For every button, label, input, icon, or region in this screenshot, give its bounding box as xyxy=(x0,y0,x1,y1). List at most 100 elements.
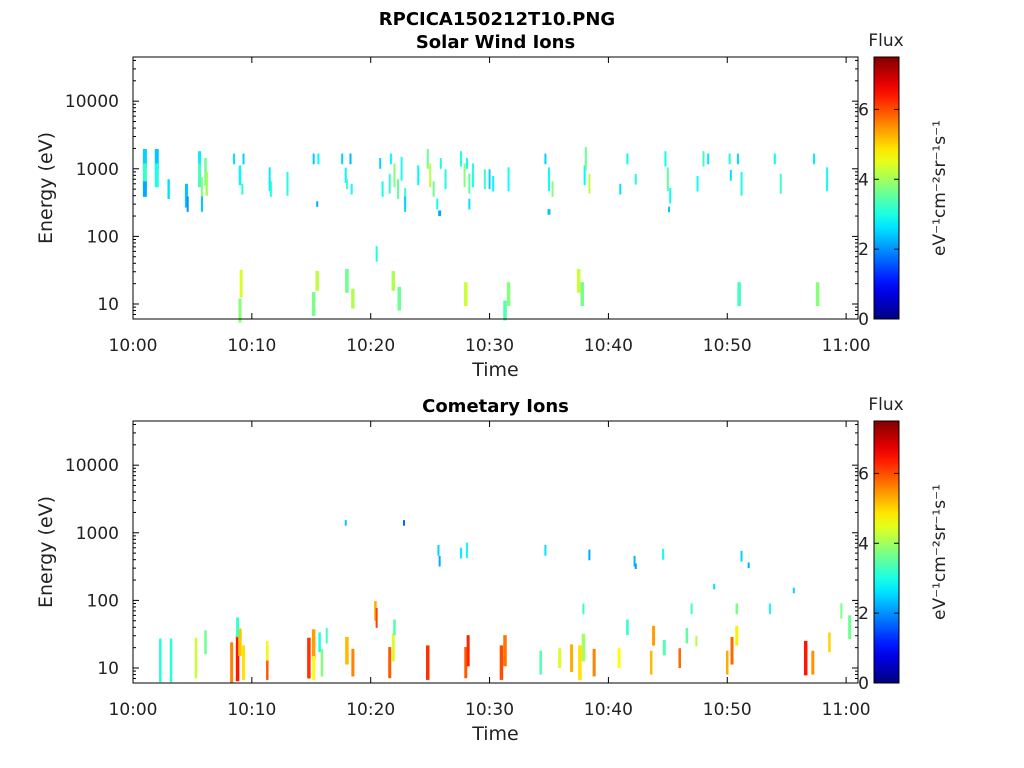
data-cell xyxy=(729,169,732,181)
colorbar-title: Flux xyxy=(868,31,903,51)
data-cell xyxy=(576,268,581,293)
data-cell xyxy=(707,153,710,165)
data-cell xyxy=(397,179,400,200)
data-cell xyxy=(200,196,203,212)
data-cell xyxy=(325,628,328,644)
data-cell xyxy=(268,167,271,192)
x-tick-label: 10:10 xyxy=(227,700,276,720)
data-cell xyxy=(204,630,207,655)
x-tick-label: 10:50 xyxy=(703,700,752,720)
data-cell xyxy=(483,169,486,190)
data-cell xyxy=(345,268,349,293)
data-cell xyxy=(678,648,681,669)
data-cell xyxy=(154,149,159,169)
data-cell xyxy=(432,181,435,197)
data-cell xyxy=(205,171,208,196)
data-cell xyxy=(438,555,441,567)
panel-solar-wind: 10:00 10:10 10:20 10:30 10:40 10:50 11:00 10 100… xyxy=(35,31,950,381)
data-cell xyxy=(773,153,776,165)
data-cell xyxy=(634,563,637,570)
data-cell xyxy=(735,603,739,615)
data-cell xyxy=(393,619,396,635)
data-cell xyxy=(685,628,689,644)
x-tick-label: 10:40 xyxy=(584,336,633,356)
data-cell xyxy=(200,177,203,202)
data-cell xyxy=(582,603,585,615)
data-cell xyxy=(588,549,591,561)
data-cell xyxy=(471,163,474,188)
y-tick-label: 10000 xyxy=(65,92,119,112)
data-cell xyxy=(404,196,407,212)
data-cell xyxy=(307,637,311,679)
data-cell xyxy=(198,163,202,188)
data-cell xyxy=(349,153,352,165)
data-cell xyxy=(241,183,244,195)
data-cell xyxy=(167,179,170,200)
y-tick-label: 10000 xyxy=(65,456,119,476)
data-cell xyxy=(142,181,147,197)
data-cell xyxy=(269,181,272,197)
colorbar-label: eV⁻¹cm⁻²sr⁻¹s⁻¹ xyxy=(930,120,950,256)
x-axis-label: Time xyxy=(471,723,519,745)
data-cell xyxy=(726,650,729,675)
data-cell xyxy=(779,173,782,194)
data-cell xyxy=(558,648,562,669)
y-tick-label: 100 xyxy=(87,227,119,247)
colorbar-title: Flux xyxy=(868,395,903,415)
data-cell xyxy=(570,644,574,672)
data-cell xyxy=(426,149,429,169)
x-tick-label: 11:00 xyxy=(822,700,871,720)
data-cell xyxy=(633,555,636,567)
data-cell xyxy=(730,636,734,665)
data-cell xyxy=(230,642,234,683)
data-cell xyxy=(311,292,316,316)
data-cell xyxy=(713,583,716,590)
data-cell xyxy=(404,187,407,204)
data-cell xyxy=(194,637,198,679)
data-cell xyxy=(813,153,816,165)
data-cell xyxy=(238,298,242,323)
data-cell xyxy=(460,547,463,559)
y-tick-label: 10 xyxy=(97,295,119,315)
plot-frame-solar-wind xyxy=(132,56,859,320)
data-cell xyxy=(345,178,348,190)
data-cell xyxy=(233,153,236,165)
data-cell xyxy=(592,648,596,677)
x-axis-label: Time xyxy=(471,359,519,381)
data-cell xyxy=(695,635,698,647)
panel-title: Cometary Ions xyxy=(422,396,569,417)
data-cell xyxy=(617,648,621,669)
data-cell xyxy=(344,520,347,526)
colorbar-solar-wind xyxy=(874,57,899,319)
data-cell xyxy=(492,176,495,192)
y-tick-label: 1000 xyxy=(76,160,119,180)
data-cell xyxy=(465,542,468,559)
data-cell xyxy=(666,167,669,192)
plot-frame-cometary xyxy=(132,420,859,684)
data-cell xyxy=(507,167,510,192)
colorbar-tick-label: 6 xyxy=(858,464,869,484)
data-cell xyxy=(444,169,447,190)
data-cell xyxy=(580,282,585,307)
data-cell xyxy=(668,206,671,213)
data-cell xyxy=(468,198,471,210)
data-cell xyxy=(539,650,542,675)
data-cell xyxy=(662,548,665,560)
data-cell xyxy=(815,282,820,307)
data-cell xyxy=(736,153,739,165)
data-cell xyxy=(544,153,547,165)
data-cell xyxy=(463,163,466,188)
data-cell xyxy=(690,603,693,615)
data-cell xyxy=(389,153,392,165)
y-axis-label: Energy (eV) xyxy=(35,132,57,244)
data-cell xyxy=(184,183,188,208)
data-cell xyxy=(792,587,795,594)
x-tick-label: 10:30 xyxy=(465,700,514,720)
colorbar-tick-label: 4 xyxy=(858,534,869,554)
data-cell xyxy=(429,163,432,188)
data-cell xyxy=(437,544,440,556)
data-cell xyxy=(242,645,246,680)
figure-title: RPCICA150212T10.PNG xyxy=(379,9,615,30)
colorbar-tick-label: 0 xyxy=(858,674,869,694)
x-tick-label: 10:20 xyxy=(346,700,395,720)
